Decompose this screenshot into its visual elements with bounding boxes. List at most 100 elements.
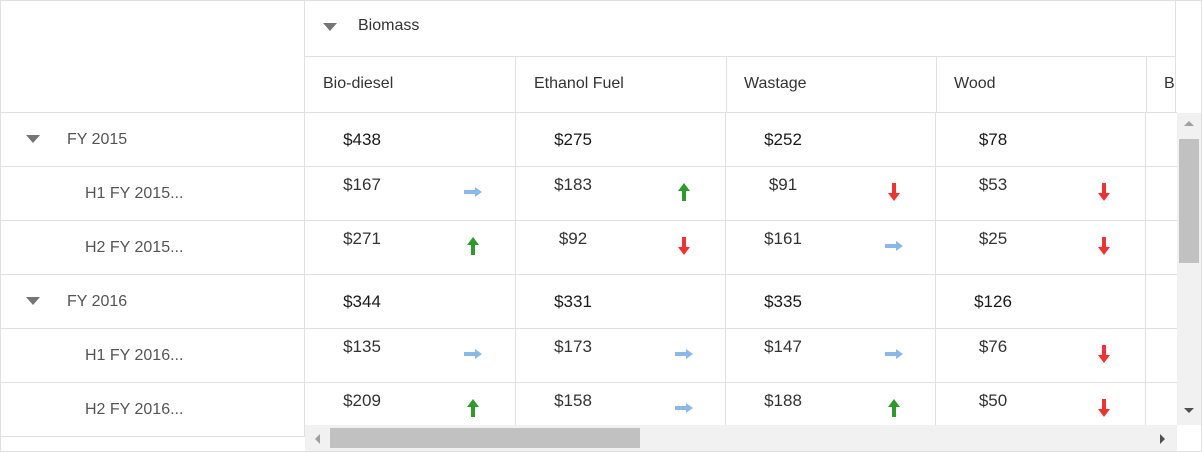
- cell-value: $271: [343, 229, 381, 248]
- value-cell[interactable]: $161: [726, 221, 937, 275]
- cell-value: $92: [558, 229, 588, 248]
- row-header-label: H2 FY 2015...: [85, 239, 184, 256]
- arrow-down-icon: [1098, 345, 1110, 363]
- column-header-1[interactable]: Ethanol Fuel: [516, 57, 727, 113]
- arrow-right-icon: [464, 349, 482, 359]
- value-cell[interactable]: $147: [726, 329, 937, 383]
- group-row: FY 2016 $344 $331 $335 $126: [1, 275, 1177, 329]
- value-cell[interactable]: $25: [936, 221, 1147, 275]
- column-header-label: Bio-diesel: [323, 75, 394, 92]
- cell-value: $78: [978, 130, 1008, 149]
- scroll-up-icon[interactable]: [1183, 119, 1195, 127]
- cell-value: $135: [343, 337, 381, 356]
- value-cell[interactable]: $335: [726, 275, 937, 329]
- value-cell[interactable]: $50: [936, 383, 1147, 437]
- column-header-label: B: [1164, 75, 1175, 92]
- value-cell[interactable]: $183: [516, 167, 727, 221]
- group-row: FY 2015 $438 $275 $252 $78: [1, 113, 1177, 167]
- table-row: H1 FY 2016... $135 $173 $147 $76: [1, 329, 1177, 383]
- value-cell[interactable]: $92: [516, 221, 727, 275]
- arrow-up-icon: [467, 237, 479, 255]
- value-cell[interactable]: $167: [305, 167, 516, 221]
- cell-value: $188: [764, 391, 802, 410]
- column-header-4[interactable]: B: [1146, 57, 1201, 113]
- caret-down-icon[interactable]: [323, 23, 337, 31]
- cell-value: $147: [764, 337, 802, 356]
- arrow-up-icon: [467, 399, 479, 417]
- cell-value: $53: [978, 175, 1008, 194]
- cell-value: $331: [554, 292, 592, 311]
- column-header-3[interactable]: Wood: [936, 57, 1147, 113]
- caret-down-icon[interactable]: [26, 135, 40, 143]
- cell-value: $126: [974, 292, 1012, 311]
- cell-value: $252: [764, 130, 802, 149]
- group-header-biomass[interactable]: Biomass: [305, 1, 1177, 57]
- column-header-0[interactable]: Bio-diesel: [305, 57, 516, 113]
- group-header-label: Biomass: [358, 17, 420, 34]
- value-cell[interactable]: $188: [726, 383, 937, 437]
- cell-value: $25: [978, 229, 1008, 248]
- value-cell[interactable]: $126: [936, 275, 1147, 329]
- arrow-right-icon: [885, 241, 903, 251]
- cell-value: $209: [343, 391, 381, 410]
- cell-value: $167: [343, 175, 381, 194]
- arrow-down-icon: [678, 237, 690, 255]
- row-header-label[interactable]: FY 2015: [67, 131, 128, 148]
- value-cell[interactable]: $252: [726, 113, 937, 167]
- arrow-down-icon: [888, 183, 900, 201]
- cell-value: $335: [764, 292, 802, 311]
- cell-value: $76: [978, 337, 1008, 356]
- vertical-scrollbar[interactable]: [1177, 113, 1201, 425]
- arrow-right-icon: [885, 349, 903, 359]
- value-cell[interactable]: $344: [305, 275, 516, 329]
- row-header-label: H1 FY 2015...: [85, 185, 184, 202]
- arrow-down-icon: [1098, 399, 1110, 417]
- value-cell[interactable]: $53: [936, 167, 1147, 221]
- row-header-label: H1 FY 2016...: [85, 347, 184, 364]
- cell-value: $50: [978, 391, 1008, 410]
- arrow-right-icon: [675, 349, 693, 359]
- value-cell[interactable]: $78: [936, 113, 1147, 167]
- cell-value: $173: [554, 337, 592, 356]
- corner-header: [1, 1, 305, 113]
- value-cell[interactable]: $438: [305, 113, 516, 167]
- horizontal-scrollbar[interactable]: [305, 425, 1177, 451]
- column-header-label: Ethanol Fuel: [534, 75, 624, 92]
- caret-down-icon[interactable]: [26, 297, 40, 305]
- value-cell[interactable]: $275: [516, 113, 727, 167]
- cell-value: $183: [554, 175, 592, 194]
- cell-value: $438: [343, 130, 381, 149]
- arrow-down-icon: [1098, 183, 1110, 201]
- row-header-label[interactable]: FY 2016: [67, 293, 128, 310]
- table-row: H1 FY 2015... $167 $183 $91 $53: [1, 167, 1177, 221]
- horizontal-scroll-thumb[interactable]: [330, 428, 640, 448]
- cell-value: $91: [768, 175, 798, 194]
- scroll-left-icon[interactable]: [313, 433, 321, 445]
- value-cell[interactable]: $91: [726, 167, 937, 221]
- value-cell[interactable]: $76: [936, 329, 1147, 383]
- column-header-label: Wastage: [744, 75, 807, 92]
- cell-value: $158: [554, 391, 592, 410]
- cell-value: $344: [343, 292, 381, 311]
- cell-value: $161: [764, 229, 802, 248]
- value-cell[interactable]: $271: [305, 221, 516, 275]
- arrow-down-icon: [1098, 237, 1110, 255]
- arrow-right-icon: [464, 187, 482, 197]
- value-cell[interactable]: $331: [516, 275, 727, 329]
- arrow-up-icon: [888, 399, 900, 417]
- value-cell[interactable]: $209: [305, 383, 516, 437]
- table-row: H2 FY 2015... $271 $92 $161 $25: [1, 221, 1177, 275]
- value-cell[interactable]: $173: [516, 329, 727, 383]
- vertical-scroll-thumb[interactable]: [1179, 139, 1199, 263]
- value-cell[interactable]: $135: [305, 329, 516, 383]
- scroll-right-icon[interactable]: [1159, 433, 1167, 445]
- value-cell[interactable]: $158: [516, 383, 727, 437]
- arrow-up-icon: [678, 183, 690, 201]
- arrow-right-icon: [675, 403, 693, 413]
- cell-value: $275: [554, 130, 592, 149]
- scroll-down-icon[interactable]: [1183, 407, 1195, 415]
- column-header-2[interactable]: Wastage: [726, 57, 937, 113]
- row-header-label: H2 FY 2016...: [85, 401, 184, 418]
- column-header-label: Wood: [954, 75, 996, 92]
